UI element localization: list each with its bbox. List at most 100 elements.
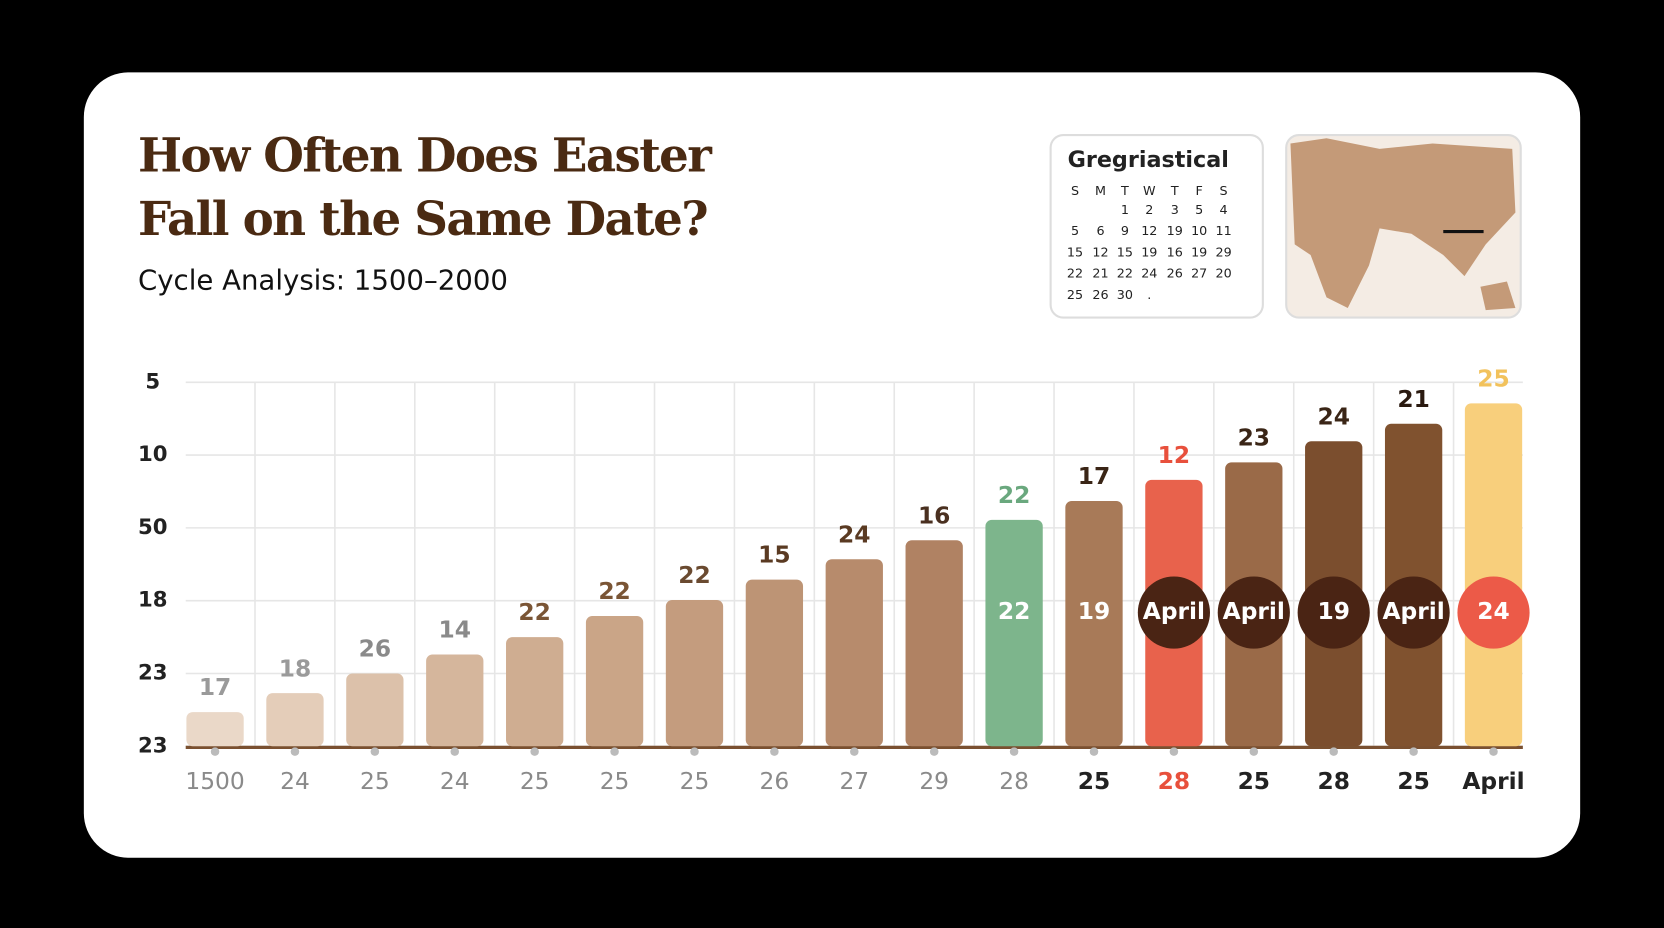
inner-label: April (1382, 597, 1444, 625)
calendar-weekday: M (1095, 184, 1106, 199)
calendar-weekday: T (1120, 184, 1129, 199)
calendar-weekday: S (1220, 184, 1228, 199)
calendar-day: 29 (1215, 245, 1231, 260)
x-tick-label: 28 (1317, 767, 1349, 795)
calendar-day: 19 (1141, 245, 1157, 260)
calendar-weekday: W (1143, 184, 1156, 199)
bar (985, 519, 1043, 747)
calendar-weekday: F (1196, 184, 1203, 199)
x-tick-label: 25 (1078, 767, 1110, 795)
x-tick-dot (370, 747, 380, 756)
data-label: 16 (918, 501, 950, 529)
x-tick-dot (450, 747, 460, 756)
y-tick-label: 50 (138, 515, 168, 540)
data-label: 15 (758, 541, 790, 569)
map (1290, 138, 1516, 311)
bar (905, 540, 963, 747)
x-tick-label: 24 (440, 767, 470, 795)
data-label: 22 (678, 561, 710, 589)
y-tick-label: 10 (138, 442, 168, 467)
calendar-day: 4 (1220, 203, 1228, 218)
x-tick-dot (610, 747, 619, 756)
data-label: 17 (199, 673, 231, 701)
data-label: 14 (439, 616, 471, 644)
calendar-weekday: S (1071, 184, 1079, 199)
x-tick-dot (1009, 747, 1019, 756)
calendar-day: 26 (1092, 288, 1108, 303)
x-tick-label: 25 (520, 767, 550, 795)
data-label: 18 (279, 654, 311, 682)
badge (1137, 576, 1210, 649)
x-tick-dot (290, 747, 300, 756)
bar (825, 559, 883, 747)
calendar-title: Gregriastical (1068, 147, 1229, 173)
data-label: 12 (1158, 441, 1190, 469)
map-land (1290, 138, 1516, 308)
calendar-day: . (1147, 288, 1151, 303)
x-tick-label: 28 (1158, 767, 1190, 795)
calendar-day: 9 (1121, 224, 1129, 239)
calendar-day: 16 (1167, 245, 1183, 260)
bar (426, 654, 484, 747)
data-label: 23 (1238, 424, 1270, 452)
x-tick-label: 25 (680, 767, 710, 795)
calendar-weekday: T (1170, 184, 1179, 199)
inner-label: 19 (1078, 597, 1110, 625)
calendar-day: 19 (1167, 224, 1183, 239)
bar (346, 673, 404, 747)
x-tick-label: 29 (919, 767, 949, 795)
x-tick-dot (1089, 747, 1099, 756)
x-tick-label: 27 (839, 767, 869, 795)
bar (1464, 403, 1523, 747)
x-tick-dot (850, 747, 859, 756)
x-tick-label: April (1462, 767, 1524, 795)
calendar-day: 11 (1215, 224, 1231, 239)
chart-title: Fall on the Same Date? (138, 192, 707, 247)
x-tick-dot (210, 747, 220, 756)
calendar-day: 22 (1117, 267, 1133, 282)
calendar-day: 27 (1191, 267, 1207, 282)
inner-label: April (1223, 597, 1285, 625)
x-tick-dot (690, 747, 699, 756)
calendar-day: 24 (1141, 267, 1157, 282)
x-tick-label: 25 (360, 767, 390, 795)
data-label: 26 (359, 635, 391, 663)
data-label: 24 (838, 520, 870, 548)
x-tick-label: 25 (1397, 767, 1429, 795)
x-tick-label: 28 (999, 767, 1029, 795)
chart-subtitle: Cycle Analysis: 1500–2000 (138, 263, 508, 296)
bar (745, 579, 804, 747)
x-tick-label: 26 (760, 767, 790, 795)
calendar-day: 5 (1071, 224, 1079, 239)
x-tick-label: 1500 (185, 767, 244, 795)
badge (1217, 576, 1290, 649)
calendar-day: 15 (1117, 245, 1133, 260)
inner-label: 19 (1317, 597, 1349, 625)
calendar-day: 12 (1141, 224, 1157, 239)
calendar-day: 30 (1117, 288, 1133, 303)
x-tick-dot (1489, 747, 1498, 756)
data-label: 22 (518, 598, 550, 626)
data-label: 22 (598, 577, 630, 605)
bar (585, 615, 644, 747)
data-label: 21 (1397, 385, 1429, 413)
calendar-day: 25 (1067, 288, 1083, 303)
x-tick-dot (530, 747, 539, 756)
bar (506, 637, 564, 747)
y-tick-label: 5 (145, 369, 160, 394)
badge (1457, 576, 1530, 649)
x-tick-dot (1169, 747, 1179, 756)
calendar-card (1049, 133, 1264, 319)
calendar-day: 15 (1067, 245, 1083, 260)
calendar-day: 19 (1191, 245, 1207, 260)
calendar-day: 6 (1096, 224, 1104, 239)
bar (186, 712, 244, 747)
calendar-day: 22 (1067, 267, 1083, 282)
y-tick-label: 18 (138, 588, 168, 613)
badge (1297, 576, 1370, 649)
chart-title: How Often Does Easter (138, 128, 713, 183)
calendar-day: 5 (1195, 203, 1203, 218)
